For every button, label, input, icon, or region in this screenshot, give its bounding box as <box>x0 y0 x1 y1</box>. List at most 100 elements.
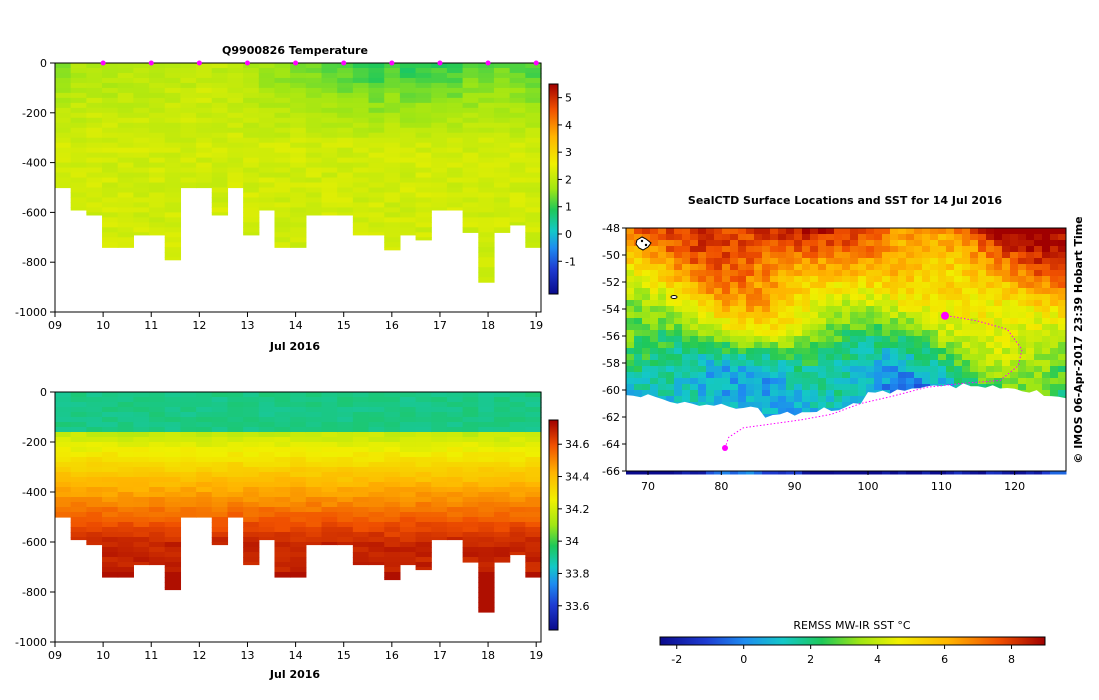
temp-cell <box>431 107 448 114</box>
sst-cell <box>706 270 715 277</box>
temp-cell <box>117 232 134 238</box>
sst-cell <box>730 306 739 313</box>
sst-cell <box>994 372 1003 379</box>
sst-cell <box>890 264 899 271</box>
temp-cell <box>462 177 479 184</box>
sst-cell <box>706 264 715 271</box>
temp-cell <box>525 82 542 89</box>
temp-cell <box>321 72 338 79</box>
sst-cell <box>754 276 763 283</box>
temp-cell <box>384 87 401 94</box>
sst-cell <box>690 348 699 355</box>
sal-cell <box>399 392 417 398</box>
sst-cell <box>946 330 955 337</box>
sst-cell <box>946 294 955 301</box>
sal-cell <box>180 457 197 463</box>
sst-cell <box>666 354 675 361</box>
sal-cell <box>86 502 103 508</box>
sst-cell <box>930 342 939 349</box>
sst-cell <box>954 270 963 277</box>
sst-cell <box>882 336 891 343</box>
sst-cell <box>794 402 803 409</box>
sst-cell <box>842 306 851 313</box>
sal-cell <box>399 502 417 508</box>
temp-cell <box>509 132 526 139</box>
sst-cell <box>762 288 771 295</box>
temp-cell <box>399 157 417 164</box>
temp-cell <box>211 122 229 129</box>
sst-cell <box>634 234 643 241</box>
sal-cell <box>478 472 495 478</box>
temp-cell <box>102 92 119 99</box>
sal-cell <box>478 397 495 403</box>
temp-cell <box>149 97 166 104</box>
sal-cell <box>117 432 134 438</box>
sal-cell <box>86 447 103 453</box>
sst-cell <box>946 378 955 385</box>
temp-cell <box>117 87 134 94</box>
sal-cell <box>415 537 432 543</box>
sst-cell <box>954 264 963 271</box>
sst-cell <box>1010 384 1019 391</box>
sst-cell <box>1034 294 1043 301</box>
sst-cell <box>746 336 755 343</box>
sal-cell <box>258 517 276 523</box>
sst-cell <box>962 288 971 295</box>
sst-cell <box>834 294 843 301</box>
sal-cell <box>352 467 370 473</box>
sst-cell <box>714 354 723 361</box>
sal-cell <box>243 552 260 558</box>
sal-cell <box>478 512 495 518</box>
temp-cell <box>149 192 166 199</box>
sst-cell <box>922 246 931 253</box>
sst-cell <box>866 264 875 271</box>
sal-cell <box>446 452 464 458</box>
sst-cell <box>866 348 875 355</box>
sst-cell <box>738 384 747 391</box>
sst-cell <box>858 372 867 379</box>
sst-cell <box>986 252 995 259</box>
temp-cell <box>117 127 134 134</box>
sal-cell <box>196 392 213 398</box>
temp-cell <box>384 107 401 114</box>
sst-cell <box>946 270 955 277</box>
sst-cell <box>1002 300 1011 307</box>
sal-cell <box>462 472 479 478</box>
sst-cell <box>906 294 915 301</box>
sst-cell <box>754 294 763 301</box>
sst-cell <box>786 336 795 343</box>
sst-cell <box>850 240 859 247</box>
sst-cell <box>842 360 851 367</box>
temp-cell <box>86 132 103 139</box>
sst-cell <box>666 228 675 235</box>
temp-cell <box>86 72 103 79</box>
sst-cell <box>978 300 987 307</box>
sal-cell <box>384 532 401 538</box>
sst-cell <box>962 342 971 349</box>
sst-cell <box>970 318 979 325</box>
lon-tick-label: 70 <box>641 480 655 493</box>
sal-cell <box>258 392 276 398</box>
temp-cell <box>211 197 229 204</box>
sal-cell <box>211 502 229 508</box>
sst-cell <box>730 270 739 277</box>
temp-cell <box>384 127 401 134</box>
sst-cell <box>698 378 707 385</box>
sal-cell <box>274 442 291 448</box>
temp-cell <box>368 182 385 189</box>
temp-cell <box>352 137 370 144</box>
sst-cell <box>778 360 787 367</box>
sal-cell <box>478 467 495 473</box>
sal-cell <box>478 532 495 538</box>
temp-cell <box>446 202 464 209</box>
sst-cell <box>810 300 819 307</box>
sal-cell <box>446 392 464 398</box>
temp-cell <box>290 177 307 184</box>
sal-cell <box>305 457 323 463</box>
sst-cell <box>682 246 691 253</box>
sal-cell <box>196 512 213 518</box>
sst-cell <box>890 342 899 349</box>
sst-cell <box>938 234 947 241</box>
temp-cell <box>462 77 479 84</box>
sst-cell <box>650 234 659 241</box>
